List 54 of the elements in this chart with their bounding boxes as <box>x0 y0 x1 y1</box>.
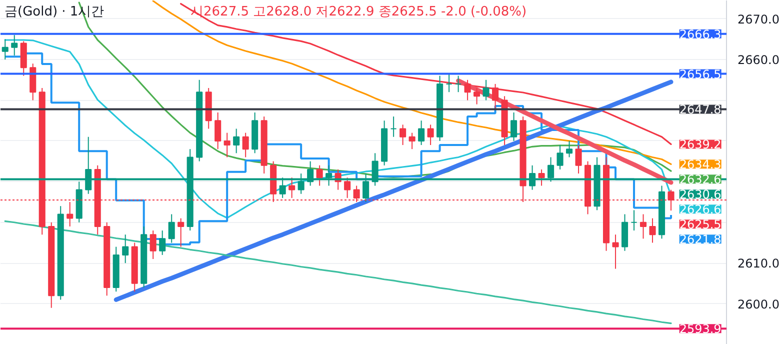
ref-line-label: 2666.3 <box>679 27 722 42</box>
candlestick <box>482 79 490 101</box>
candlestick <box>474 88 480 105</box>
candlestick <box>159 230 166 256</box>
candlestick <box>11 34 18 56</box>
candlestick <box>418 120 425 146</box>
candlestick <box>492 83 499 109</box>
candlestick <box>214 112 222 150</box>
candlestick <box>427 124 434 146</box>
candlestick <box>344 177 351 198</box>
candlestick <box>556 144 564 170</box>
candlestick <box>178 218 184 248</box>
candlestick <box>168 214 175 244</box>
candlestick <box>510 112 518 142</box>
candlestick <box>575 144 582 174</box>
line-series <box>180 2 672 146</box>
candlestick <box>400 124 406 146</box>
y-tick-label: 2610.0 <box>738 256 780 271</box>
candlestick <box>122 234 129 264</box>
candlestick <box>390 116 397 138</box>
candlestick <box>316 164 323 186</box>
text: 2621.8 <box>679 232 722 247</box>
candlestick <box>566 140 573 158</box>
candlestick <box>288 177 296 198</box>
y-tick-label: 2670.0 <box>738 12 780 26</box>
ref-line-label: 2625.5 <box>679 218 722 232</box>
candlestick <box>538 168 545 186</box>
text: 2639.2 <box>679 138 722 152</box>
candlestick <box>2 38 8 60</box>
text: 2632.6 <box>679 172 722 187</box>
candlestick <box>233 128 240 154</box>
candlestick <box>455 75 462 93</box>
candlestick <box>242 132 249 158</box>
candlestick <box>612 234 619 270</box>
candlestick <box>446 73 452 93</box>
line-series <box>114 80 674 302</box>
candlestick <box>150 230 156 260</box>
text: 2634.3 <box>679 158 722 172</box>
line-series <box>456 78 674 185</box>
ref-line-label: 2630.6 <box>679 188 722 202</box>
y-tick-label: 2660.0 <box>738 53 780 68</box>
candlestick <box>649 218 656 244</box>
line-series <box>152 0 672 165</box>
ref-line-label: 2647.8 <box>679 102 722 117</box>
text: 2626.6 <box>679 202 722 217</box>
candlestick <box>224 132 230 158</box>
ref-line-label: 2593.9 <box>679 322 722 336</box>
candlestick <box>408 132 416 150</box>
candlestick <box>640 214 647 240</box>
line-series <box>4 220 672 324</box>
y-tick-label: 2600.0 <box>738 297 780 312</box>
candlestick <box>464 79 471 101</box>
candlestick <box>630 210 638 232</box>
ref-line-label: 2656.5 <box>679 67 722 82</box>
